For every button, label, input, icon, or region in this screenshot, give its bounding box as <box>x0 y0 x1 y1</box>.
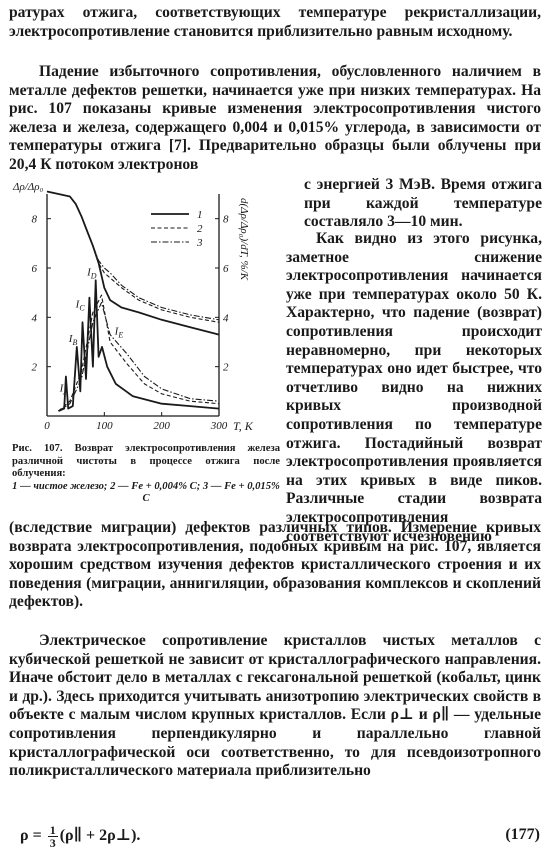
y-right-tick-label: 2 <box>223 362 229 374</box>
chart-axes: Δρ/Δρ₀ d(Δρ/Δρ₀)/dT, %/K T, K <box>12 181 254 433</box>
paragraph-2-right: Как видно из этого рисунка, заметное сни… <box>286 230 542 545</box>
figure-107: Δρ/Δρ₀ d(Δρ/Δρ₀)/dT, %/K T, K 0 100 200 300 2 4… <box>9 176 279 438</box>
y-right-tick-label: 6 <box>223 263 229 275</box>
peak-label: ID <box>86 266 97 280</box>
formula-fraction-denominator: 3 <box>49 836 56 850</box>
paragraph-1: Падение избыточного сопротивления, обусл… <box>9 63 541 173</box>
series-line-3-derivative <box>58 301 220 412</box>
y-left-tick-label: 2 <box>32 362 38 374</box>
peak-label: IA <box>59 382 69 396</box>
y-right-tick-label: 4 <box>223 312 229 324</box>
caption-head: Рис. 107. Возврат электросопротивления ж… <box>12 443 280 480</box>
legend-label-1: 1 <box>197 209 203 221</box>
caption-legend: 1 — чистое железо; 2 — Fe + 0,004% С; 3 … <box>12 480 280 505</box>
legend-label-3: 3 <box>196 237 203 249</box>
y-right-tick-label: 8 <box>223 214 229 226</box>
recovery-chart: Δρ/Δρ₀ d(Δρ/Δρ₀)/dT, %/K T, K 0 100 200 300 2 4… <box>12 181 254 433</box>
formula-lhs: ρ = <box>20 827 46 845</box>
x-axis-title: T, K <box>233 419 254 433</box>
series-line-2-derivative <box>58 294 220 412</box>
chart-labels: IA IB IC ID IE <box>59 266 124 396</box>
y-axis-left-title: Δρ/Δρ₀ <box>12 181 44 193</box>
series-line-3 <box>46 190 220 321</box>
series-line-1 <box>46 190 220 336</box>
peak-label: IB <box>68 333 78 347</box>
paragraph-3: Электрическое сопротивление кристаллов ч… <box>9 632 541 780</box>
x-tick-label: 0 <box>44 420 50 432</box>
y-left-tick-label: 8 <box>32 214 38 226</box>
x-tick-label: 200 <box>153 420 170 432</box>
legend-label-2: 2 <box>197 223 203 235</box>
paragraph-0: ратурах отжига, соответствующих температ… <box>9 4 541 40</box>
chart-series <box>46 190 220 412</box>
formula-number: (177) <box>505 826 540 843</box>
y-left-tick-label: 4 <box>32 312 38 324</box>
x-tick-label: 300 <box>210 420 228 432</box>
formula-rhs: (ρ∥ + 2ρ⊥). <box>59 827 141 845</box>
series-line-2 <box>46 190 220 323</box>
paragraph-2-continued: (вследствие миграции) дефектов различных… <box>9 519 541 611</box>
figure-caption: Рис. 107. Возврат электросопротивления ж… <box>12 443 280 506</box>
peak-label: IC <box>75 298 86 312</box>
paragraph-1-right: с энергией 3 МэВ. Время отжига при каждо… <box>304 176 542 231</box>
y-left-tick-label: 6 <box>32 263 38 275</box>
y-axis-right-title: d(Δρ/Δρ₀)/dT, %/K <box>238 198 250 281</box>
chart-legend: 1 2 3 <box>151 209 203 249</box>
formula-body: ρ = 1 3 (ρ∥ + 2ρ⊥). <box>20 824 140 849</box>
x-tick-label: 100 <box>96 420 113 432</box>
peak-label: IE <box>114 326 124 340</box>
chart-ticks: 0 100 200 300 2 4 6 8 2 4 6 8 <box>32 214 230 432</box>
formula-fraction-numerator: 1 <box>47 823 58 837</box>
